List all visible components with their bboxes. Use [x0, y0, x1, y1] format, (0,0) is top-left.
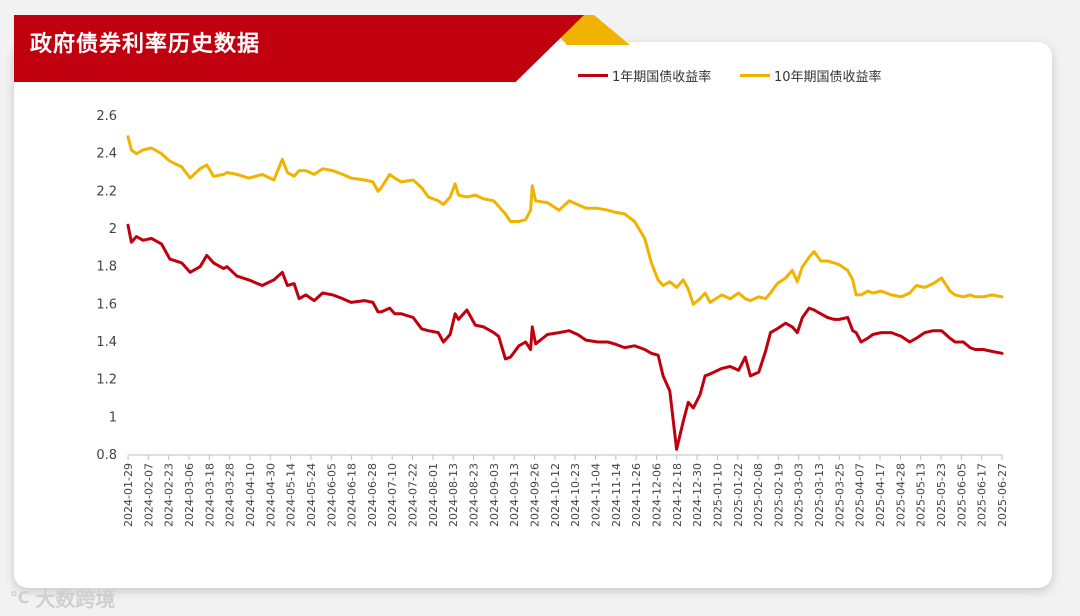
x-tick-label: 2024-06-28 — [366, 463, 379, 527]
x-tick-label: 2024-06-05 — [325, 463, 338, 527]
x-tick-label: 2024-11-04 — [589, 463, 602, 527]
x-tick-label: 2025-05-23 — [935, 463, 948, 527]
page-title: 政府债券利率历史数据 — [30, 32, 261, 57]
x-tick-label: 2024-04-10 — [244, 463, 257, 527]
x-tick-label: 2024-08-01 — [427, 463, 440, 527]
x-tick-label: 2025-04-07 — [854, 463, 867, 527]
x-tick-label: 2024-09-13 — [508, 463, 521, 527]
x-tick-label: 2025-02-19 — [772, 463, 785, 527]
x-tick-label: 2024-08-23 — [468, 463, 481, 527]
x-tick-label: 2025-02-08 — [752, 463, 765, 527]
x-tick-label: 2024-12-18 — [671, 463, 684, 527]
x-tick-label: 2025-03-13 — [813, 463, 826, 527]
x-tick-label: 2025-03-25 — [833, 463, 846, 527]
x-tick-label: 2025-06-05 — [955, 463, 968, 527]
x-tick-label: 2024-12-06 — [650, 463, 663, 527]
y-tick-label: 1.8 — [96, 260, 117, 275]
x-tick-label: 2024-07-22 — [407, 463, 420, 527]
legend-label-1y: 1年期国债收益率 — [612, 70, 712, 85]
x-tick-label: 2025-01-10 — [711, 463, 724, 527]
x-tick-label: 2025-06-17 — [976, 463, 989, 527]
x-tick-label: 2024-05-14 — [285, 463, 298, 527]
x-tick-label: 2024-03-18 — [203, 463, 216, 527]
x-tick-label: 2024-09-03 — [488, 463, 501, 527]
legend-label-10y: 10年期国债收益率 — [774, 70, 882, 85]
x-tick-label: 2024-05-24 — [305, 463, 318, 527]
legend-swatch-1y — [578, 74, 608, 77]
x-tick-label: 2025-04-28 — [894, 463, 907, 527]
x-tick-label: 2025-01-22 — [732, 463, 745, 527]
y-tick-label: 1.6 — [96, 297, 117, 312]
watermark-logo-icon: ℃ — [10, 588, 30, 607]
x-tick-label: 2025-04-17 — [874, 463, 887, 527]
legend-item-1y: 1年期国债收益率 — [578, 66, 711, 85]
x-tick-label: 2024-08-13 — [447, 463, 460, 527]
watermark-text: 大数跨境 — [35, 587, 116, 611]
legend-item-10y: 10年期国债收益率 — [740, 66, 882, 85]
watermark: ℃ 大数跨境 — [10, 583, 115, 612]
x-tick-label: 2024-06-18 — [346, 463, 359, 527]
x-tick-label: 2024-10-23 — [569, 463, 582, 527]
series-line-1y — [126, 223, 1004, 451]
y-tick-label: 0.8 — [96, 448, 117, 463]
x-tick-label: 2025-03-03 — [793, 463, 806, 527]
y-tick-label: 2 — [109, 222, 117, 237]
x-tick-label: 2024-02-07 — [142, 463, 155, 527]
y-tick-label: 2.4 — [96, 147, 117, 162]
series-line-10y — [126, 135, 1004, 306]
y-tick-label: 2.6 — [96, 109, 117, 124]
title-banner — [14, 15, 584, 82]
legend-swatch-10y — [740, 74, 770, 77]
y-tick-label: 1.2 — [96, 373, 117, 388]
x-tick-label: 2024-03-28 — [224, 463, 237, 527]
x-tick-label: 2024-07-10 — [386, 463, 399, 527]
x-tick-label: 2025-06-27 — [996, 463, 1009, 527]
x-tick-label: 2024-09-26 — [529, 463, 542, 527]
y-tick-label: 2.2 — [96, 184, 117, 199]
x-tick-label: 2024-11-26 — [630, 463, 643, 527]
x-tick-label: 2024-12-30 — [691, 463, 704, 527]
x-tick-label: 2024-02-23 — [163, 463, 176, 527]
x-tick-label: 2025-05-13 — [915, 463, 928, 527]
x-tick-label: 2024-03-06 — [183, 463, 196, 527]
x-tick-label: 2024-11-14 — [610, 463, 623, 527]
y-tick-label: 1.4 — [96, 335, 117, 350]
y-tick-label: 1 — [109, 410, 117, 425]
chart-card — [14, 42, 1052, 588]
x-tick-label: 2024-10-12 — [549, 463, 562, 527]
x-tick-label: 2024-04-30 — [264, 463, 277, 527]
x-tick-label: 2024-01-29 — [122, 463, 135, 527]
